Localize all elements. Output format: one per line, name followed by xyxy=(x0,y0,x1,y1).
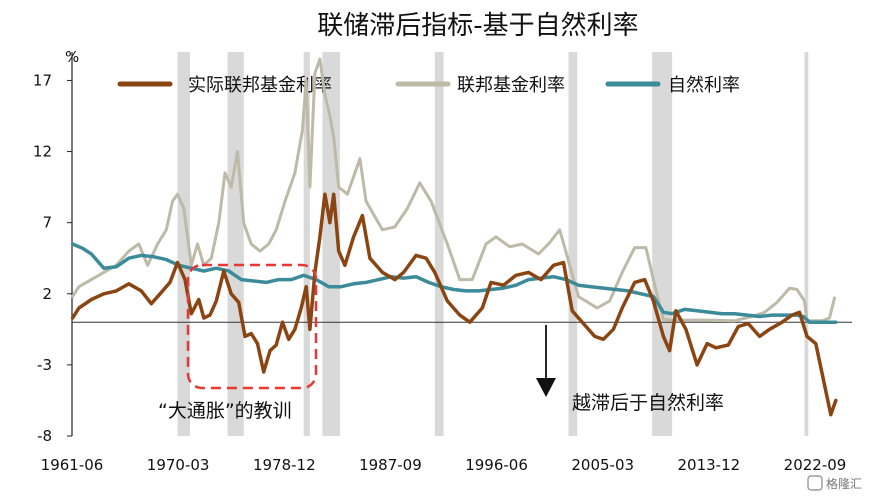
x-tick-label: 2022-09 xyxy=(784,456,847,474)
series-lines xyxy=(70,57,838,417)
y-tick-label: -8 xyxy=(37,427,52,445)
recession-band-1 xyxy=(227,52,244,436)
recession-band-6 xyxy=(652,52,673,436)
lag-annotation: 越滞后于自然利率 xyxy=(572,392,724,414)
chart-title: 联储滞后指标-基于自然利率 xyxy=(317,11,638,41)
x-tick-label: 2005-03 xyxy=(571,456,634,474)
y-tick-label: 17 xyxy=(33,71,52,89)
y-tick-labels: -8 -3 2 7 12 17 xyxy=(33,71,72,445)
recession-band-0 xyxy=(177,52,191,436)
recession-band-2 xyxy=(303,52,310,436)
recession-band-4 xyxy=(434,52,444,436)
legend-label-real: 实际联邦基金利率 xyxy=(188,75,332,96)
legend-label-ffr: 联邦基金利率 xyxy=(457,75,565,96)
watermark-logo-icon xyxy=(807,475,823,491)
legend: 实际联邦基金利率 联邦基金利率 自然利率 xyxy=(117,75,740,96)
watermark: 格隆汇 xyxy=(807,475,862,491)
x-tick-labels: 1961-06 1970-03 1978-12 1987-09 1996-06 2005-… xyxy=(41,456,847,474)
x-tick-label: 1996-06 xyxy=(465,456,528,474)
y-tick-label: 2 xyxy=(42,285,52,303)
x-tick-label: 1987-09 xyxy=(359,456,422,474)
y-tick-label: 7 xyxy=(42,214,52,232)
y-tick-label: -3 xyxy=(37,356,52,374)
legend-label-natural: 自然利率 xyxy=(668,75,740,96)
recession-band-5 xyxy=(568,52,578,436)
x-tick-label: 2013-12 xyxy=(678,456,741,474)
x-tick-label: 1978-12 xyxy=(253,456,316,474)
series-line-natural xyxy=(70,242,838,324)
series-line-ffr xyxy=(71,57,836,323)
great-inflation-annotation: “大通胀”的教训 xyxy=(158,400,292,422)
watermark-text: 格隆汇 xyxy=(826,476,862,491)
recession-bands xyxy=(177,52,809,436)
series-line-real xyxy=(70,192,838,417)
recession-band-7 xyxy=(804,52,809,436)
lag-arrow-head xyxy=(536,378,556,397)
x-tick-label: 1961-06 xyxy=(41,456,104,474)
y-tick-label: 12 xyxy=(33,143,52,161)
x-tick-label: 1970-03 xyxy=(147,456,210,474)
great-inflation-highlight-box xyxy=(186,263,318,390)
